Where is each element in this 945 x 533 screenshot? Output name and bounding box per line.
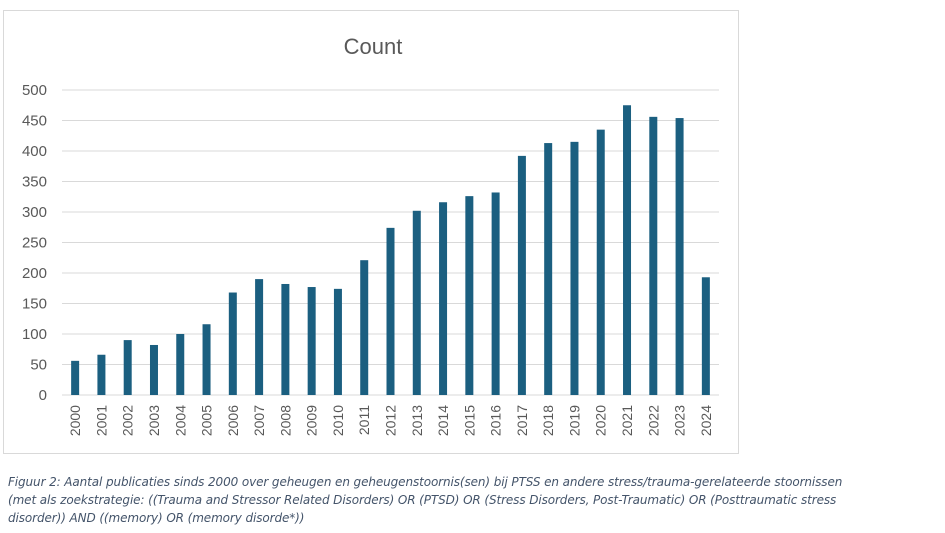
x-tick-label: 2022	[645, 405, 661, 436]
x-tick-label: 2021	[619, 405, 635, 436]
y-tick-label: 250	[22, 235, 47, 252]
y-tick-label: 0	[39, 387, 47, 404]
bar-2010	[333, 288, 342, 395]
bar-2016	[491, 192, 500, 395]
bar-2007	[255, 279, 264, 395]
y-tick-label: 200	[22, 265, 47, 282]
x-tick-label: 2013	[409, 405, 425, 436]
caption-line-1: Figuur 2: Aantal publicaties sinds 2000 …	[8, 475, 843, 489]
bar-2003	[149, 344, 158, 395]
x-tick-label: 2002	[120, 405, 136, 436]
bar-2001	[97, 354, 106, 395]
bar-2002	[123, 340, 132, 395]
bar-2006	[228, 292, 237, 395]
x-tick-label: 2008	[277, 405, 293, 436]
bar-2017	[517, 155, 526, 395]
bar-2019	[570, 141, 579, 395]
bar-2018	[544, 143, 553, 395]
x-tick-label: 2015	[461, 405, 477, 436]
y-axis-tick-labels: 0 50 100 150 200 250 300 350 400 450 500	[22, 82, 47, 404]
x-tick-label: 2020	[593, 405, 609, 436]
bar-2004	[176, 334, 185, 395]
bar-2020	[596, 129, 605, 395]
figure-caption: Figuur 2: Aantal publicaties sinds 2000 …	[8, 473, 940, 527]
bar-2008	[281, 283, 290, 395]
chart-title: Count	[344, 34, 403, 59]
bar-2005	[202, 324, 211, 395]
x-tick-label: 2014	[435, 405, 451, 436]
x-tick-label: 2007	[251, 405, 267, 436]
chart-container: Count 0 50 100 150 200 250 300 350 400 450 500 200…	[3, 10, 739, 454]
bar-2012	[386, 227, 395, 395]
x-tick-label: 2006	[225, 405, 241, 436]
x-tick-label: 2017	[514, 405, 530, 436]
x-axis-tick-labels: 2000 2001 2002 2003 2004 2005 2006 2007 2008 2009…	[67, 405, 714, 436]
x-tick-label: 2012	[383, 405, 399, 436]
bar-2021	[623, 105, 632, 395]
bars	[71, 105, 710, 395]
caption-line-3: disorder)) AND ((memory) OR (memory diso…	[8, 511, 305, 525]
y-tick-label: 400	[22, 143, 47, 160]
x-tick-label: 2024	[698, 405, 714, 436]
x-tick-label: 2023	[672, 405, 688, 436]
x-tick-label: 2016	[488, 405, 504, 436]
y-tick-label: 50	[30, 357, 47, 374]
y-tick-label: 500	[22, 82, 47, 99]
x-tick-label: 2011	[356, 405, 372, 435]
bar-2014	[439, 202, 448, 395]
y-tick-label: 150	[22, 296, 47, 313]
x-tick-label: 2010	[330, 405, 346, 436]
y-tick-label: 100	[22, 326, 47, 343]
x-tick-label: 2004	[172, 405, 188, 436]
caption-line-2: (met als zoekstrategie: ((Trauma and Str…	[8, 493, 837, 507]
bar-2013	[412, 210, 421, 395]
bar-2009	[307, 287, 316, 395]
x-tick-label: 2009	[304, 405, 320, 436]
bar-2015	[465, 196, 474, 395]
x-tick-label: 2000	[67, 405, 83, 436]
x-tick-label: 2001	[93, 405, 109, 436]
bar-2022	[649, 116, 658, 395]
bar-chart: Count 0 50 100 150 200 250 300 350 400 450 500 200…	[22, 34, 719, 436]
x-tick-label: 2003	[146, 405, 162, 436]
x-tick-label: 2018	[540, 405, 556, 436]
x-tick-label: 2005	[199, 405, 215, 436]
y-tick-label: 300	[22, 204, 47, 221]
bar-2024	[701, 277, 710, 395]
bar-2023	[675, 118, 684, 395]
y-tick-label: 350	[22, 174, 47, 191]
bar-2011	[360, 260, 369, 395]
x-tick-label: 2019	[566, 405, 582, 436]
bar-2000	[71, 360, 80, 395]
y-tick-label: 450	[22, 113, 47, 130]
